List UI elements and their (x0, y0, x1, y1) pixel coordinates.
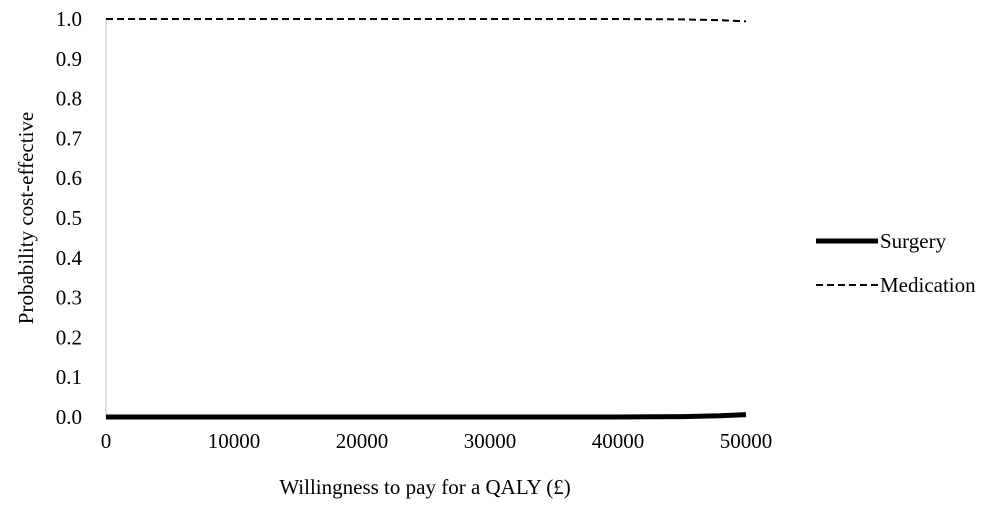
y-tick-label: 0.6 (56, 166, 82, 190)
x-tick-label: 50000 (720, 429, 773, 453)
x-tick-label: 20000 (336, 429, 389, 453)
x-tick-label: 10000 (208, 429, 261, 453)
x-tick-label: 40000 (592, 429, 645, 453)
y-tick-label: 0.2 (56, 325, 82, 349)
x-axis-title: Willingness to pay for a QALY (£) (279, 475, 570, 499)
series-line-surgery (106, 412, 747, 420)
tick-labels: 0.0 0.1 0.2 0.3 0.4 0.5 0.6 0.7 0.8 0.9 1.0 0 10000 2… (56, 7, 773, 453)
legend-label-medication: Medication (880, 273, 976, 297)
y-tick-label: 0.8 (56, 87, 82, 111)
y-tick-label: 1.0 (56, 7, 82, 31)
x-tick-label: 30000 (464, 429, 517, 453)
y-tick-label: 0.1 (56, 365, 82, 389)
y-tick-label: 0.0 (56, 405, 82, 429)
y-tick-label: 0.5 (56, 206, 82, 230)
y-tick-label: 0.4 (56, 246, 83, 270)
legend-label-surgery: Surgery (880, 229, 947, 253)
series-lines (106, 18, 747, 420)
series-line-medication (106, 18, 747, 23)
y-tick-label: 0.7 (56, 126, 82, 150)
axes (105, 19, 746, 418)
legend: Surgery Medication (816, 229, 976, 297)
y-axis-title: Probability cost-effective (14, 112, 38, 324)
y-tick-label: 0.3 (56, 286, 82, 310)
y-tick-label: 0.9 (56, 47, 82, 71)
x-tick-label: 0 (101, 429, 112, 453)
